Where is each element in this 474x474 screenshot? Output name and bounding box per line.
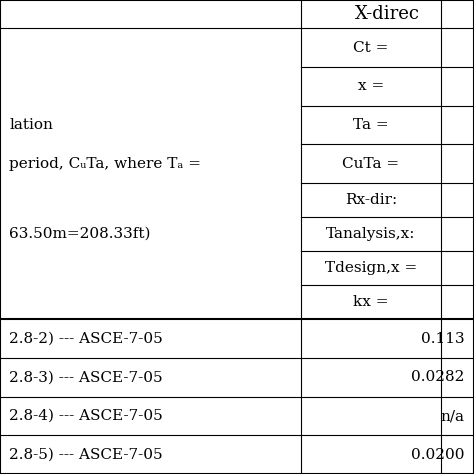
Text: Ta =: Ta =: [353, 118, 389, 132]
Text: kx =: kx =: [353, 295, 389, 309]
Text: X-direc: X-direc: [355, 5, 420, 23]
Text: Tdesign,x =: Tdesign,x =: [325, 261, 417, 275]
Text: 0.0200: 0.0200: [411, 447, 465, 462]
Text: 0.113: 0.113: [421, 332, 465, 346]
Text: Tanalysis,x:: Tanalysis,x:: [326, 227, 416, 241]
Text: 63.50m=208.33ft): 63.50m=208.33ft): [9, 227, 151, 241]
Text: CuTa =: CuTa =: [342, 156, 400, 171]
Text: 2.8-3) --- ASCE-7-05: 2.8-3) --- ASCE-7-05: [9, 370, 163, 384]
Text: period, CᵤTa, where Tₐ =: period, CᵤTa, where Tₐ =: [9, 156, 201, 171]
Text: 0.0282: 0.0282: [411, 370, 465, 384]
Text: 2.8-4) --- ASCE-7-05: 2.8-4) --- ASCE-7-05: [9, 409, 163, 423]
Text: n/a: n/a: [440, 409, 465, 423]
Text: Rx-dir:: Rx-dir:: [345, 193, 397, 207]
Text: 2.8-5) --- ASCE-7-05: 2.8-5) --- ASCE-7-05: [9, 447, 163, 462]
Text: lation: lation: [9, 118, 54, 132]
Text: Ct =: Ct =: [353, 41, 389, 55]
Text: x =: x =: [358, 79, 384, 93]
Text: 2.8-2) --- ASCE-7-05: 2.8-2) --- ASCE-7-05: [9, 332, 163, 346]
